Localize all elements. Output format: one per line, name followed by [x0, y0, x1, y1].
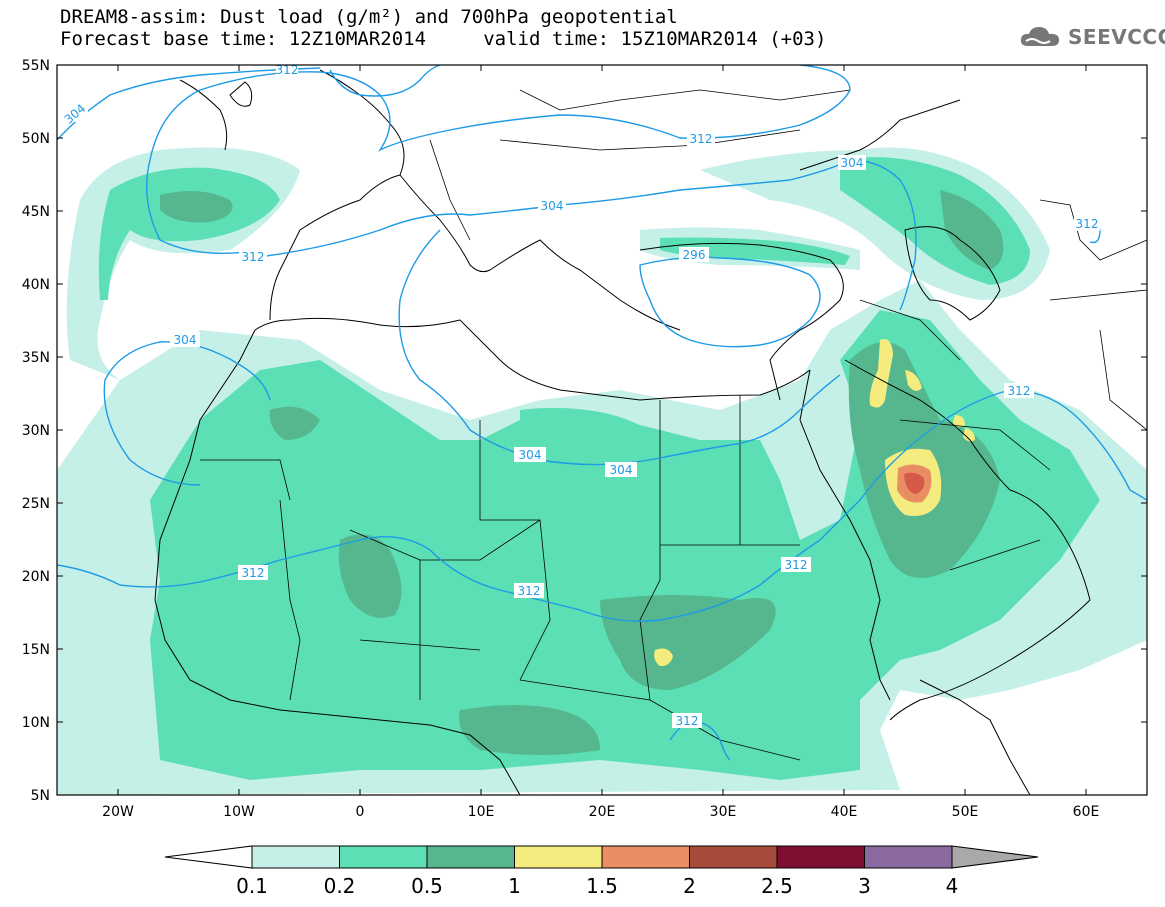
seevccc-logo: SEEVCCC — [1018, 24, 1165, 50]
contour-label: 304 — [514, 447, 546, 462]
contour-label: 304 — [538, 198, 566, 213]
colorbar-box — [864, 845, 953, 869]
contour-label: 312 — [781, 557, 811, 572]
colorbar-labels: 0.1 0.2 0.5 1 1.5 2 2.5 3 4 — [236, 874, 958, 898]
svg-text:312: 312 — [276, 63, 299, 77]
longitude-axis: 20W 10W 0 10E 20E 30E 40E 50E 60E — [102, 804, 1099, 820]
lon-label: 40E — [831, 804, 858, 820]
lon-label: 20W — [102, 804, 134, 820]
contour-label: 312 — [239, 249, 267, 264]
contour-label: 312 — [514, 583, 544, 598]
colorbar-label: 0.5 — [411, 874, 443, 898]
contour-label: 312 — [1004, 383, 1034, 398]
svg-text:304: 304 — [541, 199, 564, 213]
lat-label: 15N — [22, 642, 50, 658]
svg-text:304: 304 — [841, 156, 864, 170]
lat-label: 25N — [22, 496, 50, 512]
colorbar-label: 2 — [683, 874, 696, 898]
colorbar-box — [251, 845, 340, 869]
contour-label: 312 — [687, 131, 715, 146]
contour-label: 312 — [672, 713, 702, 728]
svg-text:304: 304 — [174, 333, 197, 347]
title-line-2: Forecast base time: 12Z10MAR2014 valid t… — [60, 28, 827, 50]
contour-label: 304 — [170, 332, 200, 347]
lat-label: 40N — [22, 277, 50, 293]
lat-label: 5N — [31, 788, 50, 804]
svg-text:296: 296 — [683, 248, 706, 262]
svg-text:312: 312 — [690, 132, 713, 146]
colorbar-label: 1.5 — [586, 874, 618, 898]
svg-text:312: 312 — [785, 558, 808, 572]
colorbar-under-arrow — [164, 845, 253, 869]
colorbar-box — [514, 845, 603, 869]
lat-label: 35N — [22, 350, 50, 366]
colorbar-label: 0.2 — [324, 874, 356, 898]
lon-label: 20E — [589, 804, 616, 820]
svg-text:312: 312 — [242, 566, 265, 580]
latitude-axis: 55N 50N 45N 40N 35N 30N 25N 20N 15N 10N … — [22, 58, 50, 804]
svg-text:312: 312 — [1076, 217, 1099, 231]
contour-labels: 304 312 312 312 304 304 296 312 304 312 … — [62, 63, 1100, 728]
contour-label: 312 — [238, 565, 268, 580]
lon-label: 50E — [952, 804, 979, 820]
colorbar-label: 3 — [858, 874, 871, 898]
lat-label: 55N — [22, 58, 50, 74]
colorbar-label: 4 — [946, 874, 959, 898]
lat-label: 30N — [22, 423, 50, 439]
svg-text:304: 304 — [519, 448, 542, 462]
lon-label: 30E — [710, 804, 737, 820]
svg-text:312: 312 — [518, 584, 541, 598]
colorbar: 0.1 0.2 0.5 1 1.5 2 2.5 3 4 — [164, 845, 1039, 898]
svg-text:312: 312 — [242, 250, 265, 264]
coastlines — [154, 69, 1091, 795]
lat-label: 10N — [22, 715, 50, 731]
lon-label: 10W — [223, 804, 255, 820]
colorbar-label: 2.5 — [761, 874, 793, 898]
colorbar-box — [426, 845, 515, 869]
svg-text:312: 312 — [1008, 384, 1031, 398]
title-line-1: DREAM8-assim: Dust load (g/m²) and 700hP… — [60, 6, 678, 28]
dust-field — [57, 147, 1147, 795]
lon-label: 60E — [1073, 804, 1100, 820]
lat-label: 45N — [22, 204, 50, 220]
contour-label: 312 — [1074, 216, 1100, 231]
lat-label: 50N — [22, 131, 50, 147]
map-title: DREAM8-assim: Dust load (g/m²) and 700hP… — [60, 6, 826, 50]
country-borders — [200, 89, 1147, 761]
colorbar-boxes — [251, 845, 953, 869]
colorbar-over-arrow — [951, 845, 1039, 869]
colorbar-box — [776, 845, 865, 869]
contour-label: 296 — [679, 247, 709, 262]
contour-label: 304 — [605, 462, 637, 477]
contour-label: 304 — [838, 155, 866, 170]
colorbar-label: 1 — [508, 874, 521, 898]
colorbar-box — [339, 845, 428, 869]
lon-label: 0 — [356, 804, 365, 820]
cloud-logo-icon — [1020, 27, 1059, 46]
colorbar-label: 0.1 — [236, 874, 268, 898]
contour-label: 312 — [276, 63, 299, 77]
lat-label: 20N — [22, 569, 50, 585]
dust-layer-red — [904, 472, 925, 494]
logo-text: SEEVCCC — [1068, 25, 1165, 49]
svg-text:312: 312 — [676, 714, 699, 728]
axis-ticks — [57, 64, 1147, 796]
colorbar-box — [601, 845, 690, 869]
svg-text:304: 304 — [610, 463, 633, 477]
lon-label: 10E — [468, 804, 495, 820]
colorbar-box — [689, 845, 778, 869]
